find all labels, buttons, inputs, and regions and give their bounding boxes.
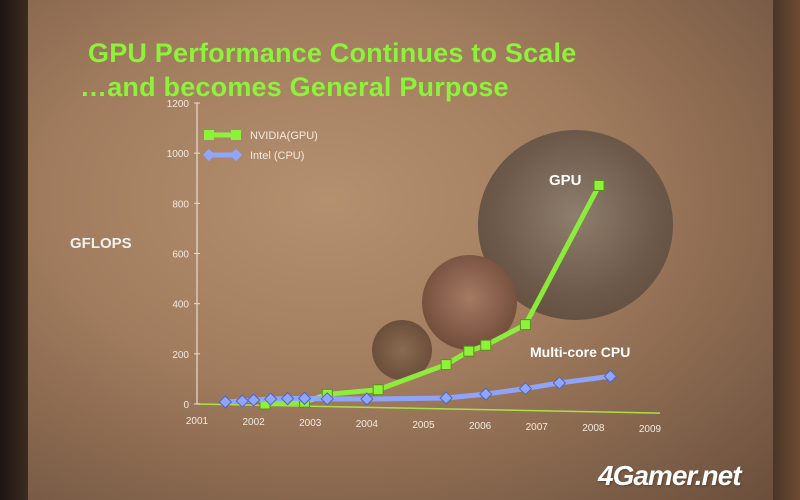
gpu-legend-marker xyxy=(204,130,214,140)
gpu-data-point xyxy=(440,359,452,371)
cpu-annotation: Multi-core CPU xyxy=(530,344,631,360)
cpu-data-point xyxy=(246,393,261,407)
y-axis-label: GFLOPS xyxy=(70,235,132,252)
x-tick-label: 2003 xyxy=(299,418,322,429)
gpu-legend-label: NVIDIA(GPU) xyxy=(250,130,318,142)
cpu-data-point xyxy=(320,392,334,406)
y-tick-label: 200 xyxy=(172,350,189,361)
cpu-data-point xyxy=(439,391,453,405)
cpu-data-point xyxy=(263,392,278,406)
character-render-image xyxy=(372,320,432,380)
slide-title-line-2: …and becomes General Purpose xyxy=(80,72,509,102)
cpu-data-point xyxy=(235,394,250,408)
gpu-series-line xyxy=(262,182,602,407)
gpu-data-point xyxy=(480,339,492,351)
cpu-data-point xyxy=(360,392,374,406)
slide-title-line-1: GPU Performance Continues to Scale xyxy=(88,38,577,68)
projector-room-right xyxy=(773,0,800,500)
face-render-image xyxy=(422,255,517,350)
cpu-data-point xyxy=(552,376,567,390)
cpu-data-point xyxy=(218,395,233,409)
gpu-annotation: GPU xyxy=(549,172,582,189)
x-tick-label: 2008 xyxy=(582,423,605,434)
y-tick-label: 0 xyxy=(183,400,189,411)
y-tick-label: 400 xyxy=(172,300,189,311)
gpu-legend-marker xyxy=(231,130,241,140)
cpu-data-point xyxy=(603,369,618,384)
cpu-legend-marker xyxy=(230,149,242,161)
gpu-data-point xyxy=(593,179,605,191)
chart-axes: 0 200 400 600 800 1000 1200 2001 2002 2003 2004 200… xyxy=(167,99,662,435)
cpu-legend-marker xyxy=(203,149,215,161)
y-tick-label: 800 xyxy=(172,199,189,210)
y-tick-label: 1000 xyxy=(167,149,190,160)
site-watermark: 4Gamer.net xyxy=(598,460,742,491)
gpu-data-point xyxy=(519,319,531,331)
y-tick-label: 1200 xyxy=(167,99,190,110)
cpu-data-point xyxy=(518,381,533,396)
x-tick-label: 2004 xyxy=(356,419,379,430)
chart-series xyxy=(218,179,618,410)
gpu-data-point xyxy=(463,345,475,357)
cpu-data-point xyxy=(280,391,295,406)
x-tick-label: 2005 xyxy=(412,420,435,431)
cpu-data-point xyxy=(297,391,312,406)
x-tick-label: 2001 xyxy=(186,416,209,427)
x-tick-label: 2006 xyxy=(469,421,492,432)
gpu-data-point xyxy=(372,384,384,396)
x-tick-label: 2007 xyxy=(526,422,549,433)
x-tick-label: 2009 xyxy=(639,424,662,435)
cpu-legend-label: Intel (CPU) xyxy=(250,150,304,162)
y-tick-label: 600 xyxy=(172,250,189,261)
chart-legend: NVIDIA(GPU) Intel (CPU) xyxy=(203,130,318,162)
projector-room-left xyxy=(0,0,28,500)
x-tick-label: 2002 xyxy=(243,417,266,428)
cpu-data-point xyxy=(479,387,493,401)
